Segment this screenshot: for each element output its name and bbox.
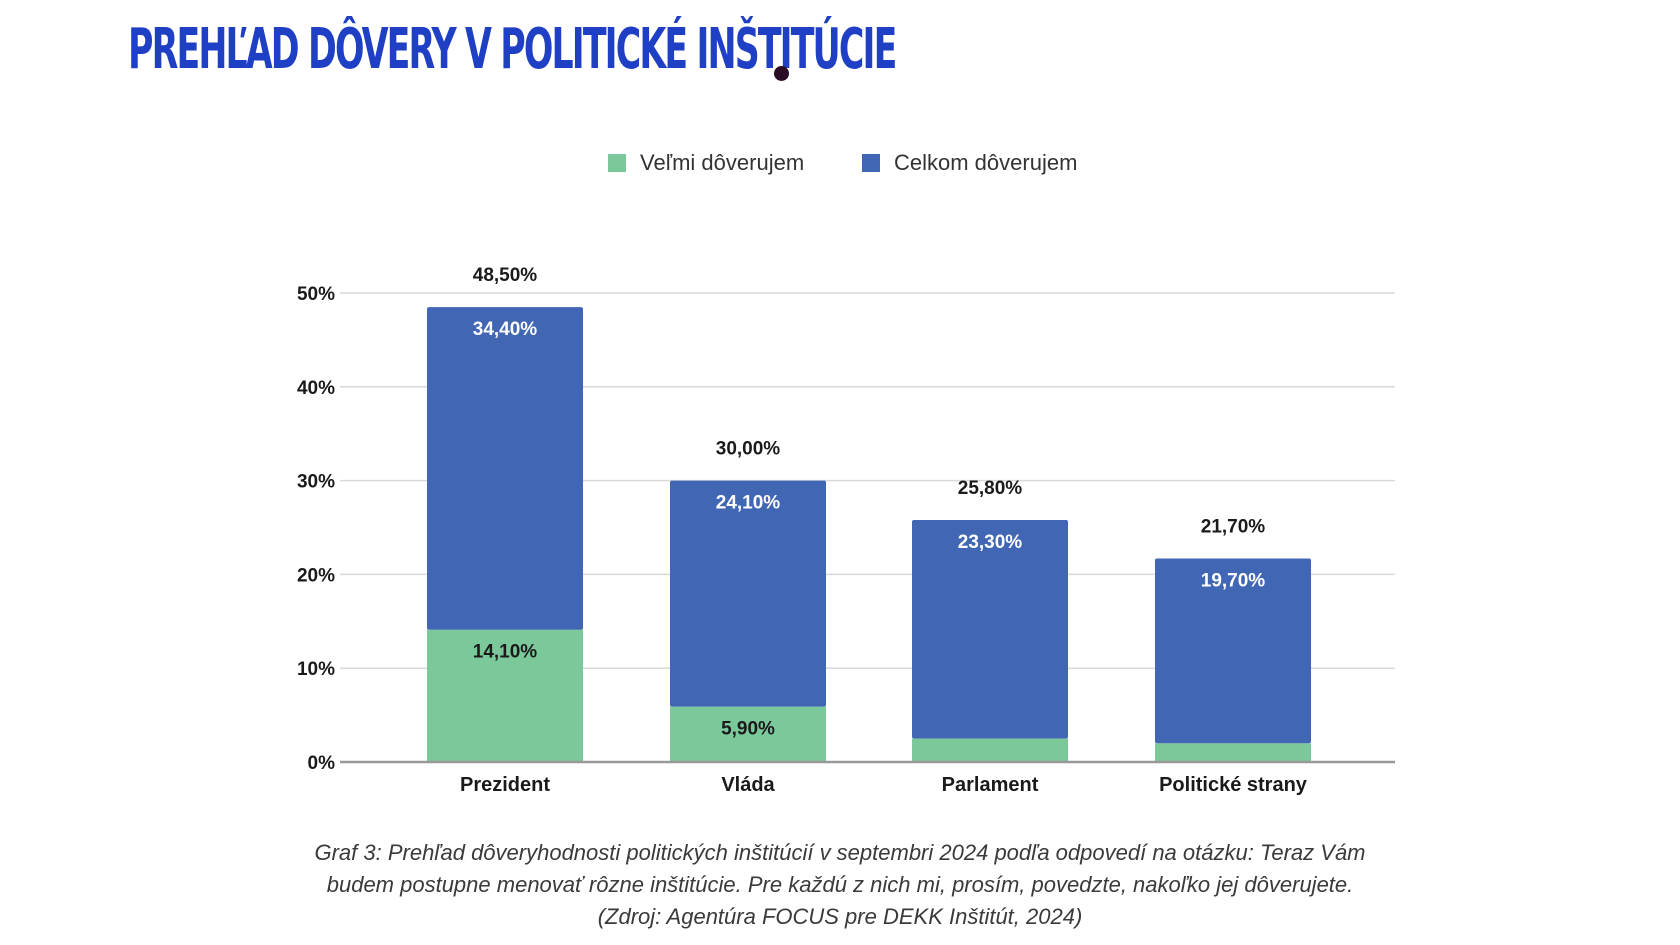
caption-line-3: (Zdroj: Agentúra FOCUS pre DEKK Inštitút… <box>597 904 1083 929</box>
legend-label: Veľmi dôverujem <box>640 150 804 175</box>
y-tick-label: 30% <box>297 472 335 493</box>
y-tick-label: 0% <box>308 753 336 774</box>
bar-segment <box>670 706 826 762</box>
bar-segment <box>1155 743 1311 762</box>
legend-swatch <box>862 154 880 172</box>
caption-line-1: Graf 3: Prehľad dôveryhodnosti politický… <box>314 840 1366 865</box>
bar-segment <box>912 519 1068 739</box>
bar-segment <box>427 307 583 630</box>
y-tick-label: 50% <box>297 284 335 305</box>
bar-segment <box>912 738 1068 762</box>
data-label: 19,70% <box>1201 570 1266 591</box>
x-category-label: Politické strany <box>1159 774 1308 796</box>
x-category-label: Vláda <box>721 774 775 796</box>
x-category-label: Parlament <box>942 774 1039 796</box>
total-label: 48,50% <box>473 265 538 286</box>
data-label: 24,10% <box>716 493 781 514</box>
total-label: 25,80% <box>958 478 1023 499</box>
bar-segment <box>670 480 826 707</box>
data-label: 23,30% <box>958 532 1023 553</box>
total-label: 21,70% <box>1201 516 1266 537</box>
y-tick-label: 40% <box>297 378 335 399</box>
chart-caption: Graf 3: Prehľad dôveryhodnosti politický… <box>240 837 1440 933</box>
legend-label: Celkom dôverujem <box>894 150 1077 175</box>
data-label: 5,90% <box>721 719 775 740</box>
stacked-bar-chart: 0% 10% 20% 30% 40% 50% 14,10% 34,40% 48,50% Prezi… <box>297 150 1395 796</box>
y-tick-label: 10% <box>297 659 335 680</box>
total-label: 30,00% <box>716 439 781 460</box>
bar-segment <box>1155 558 1311 744</box>
x-category-label: Prezident <box>460 774 550 796</box>
bar-segment <box>427 629 583 762</box>
data-label: 34,40% <box>473 319 538 340</box>
title-dot <box>774 66 789 81</box>
page-title: PREHĽAD DÔVERY V POLITICKÉ INŠTITÚCIE <box>128 17 897 82</box>
data-label: 14,10% <box>473 642 538 663</box>
y-tick-label: 20% <box>297 565 335 586</box>
caption-line-2: budem postupne menovať rôzne inštitúcie.… <box>326 872 1354 897</box>
legend-swatch <box>608 154 626 172</box>
